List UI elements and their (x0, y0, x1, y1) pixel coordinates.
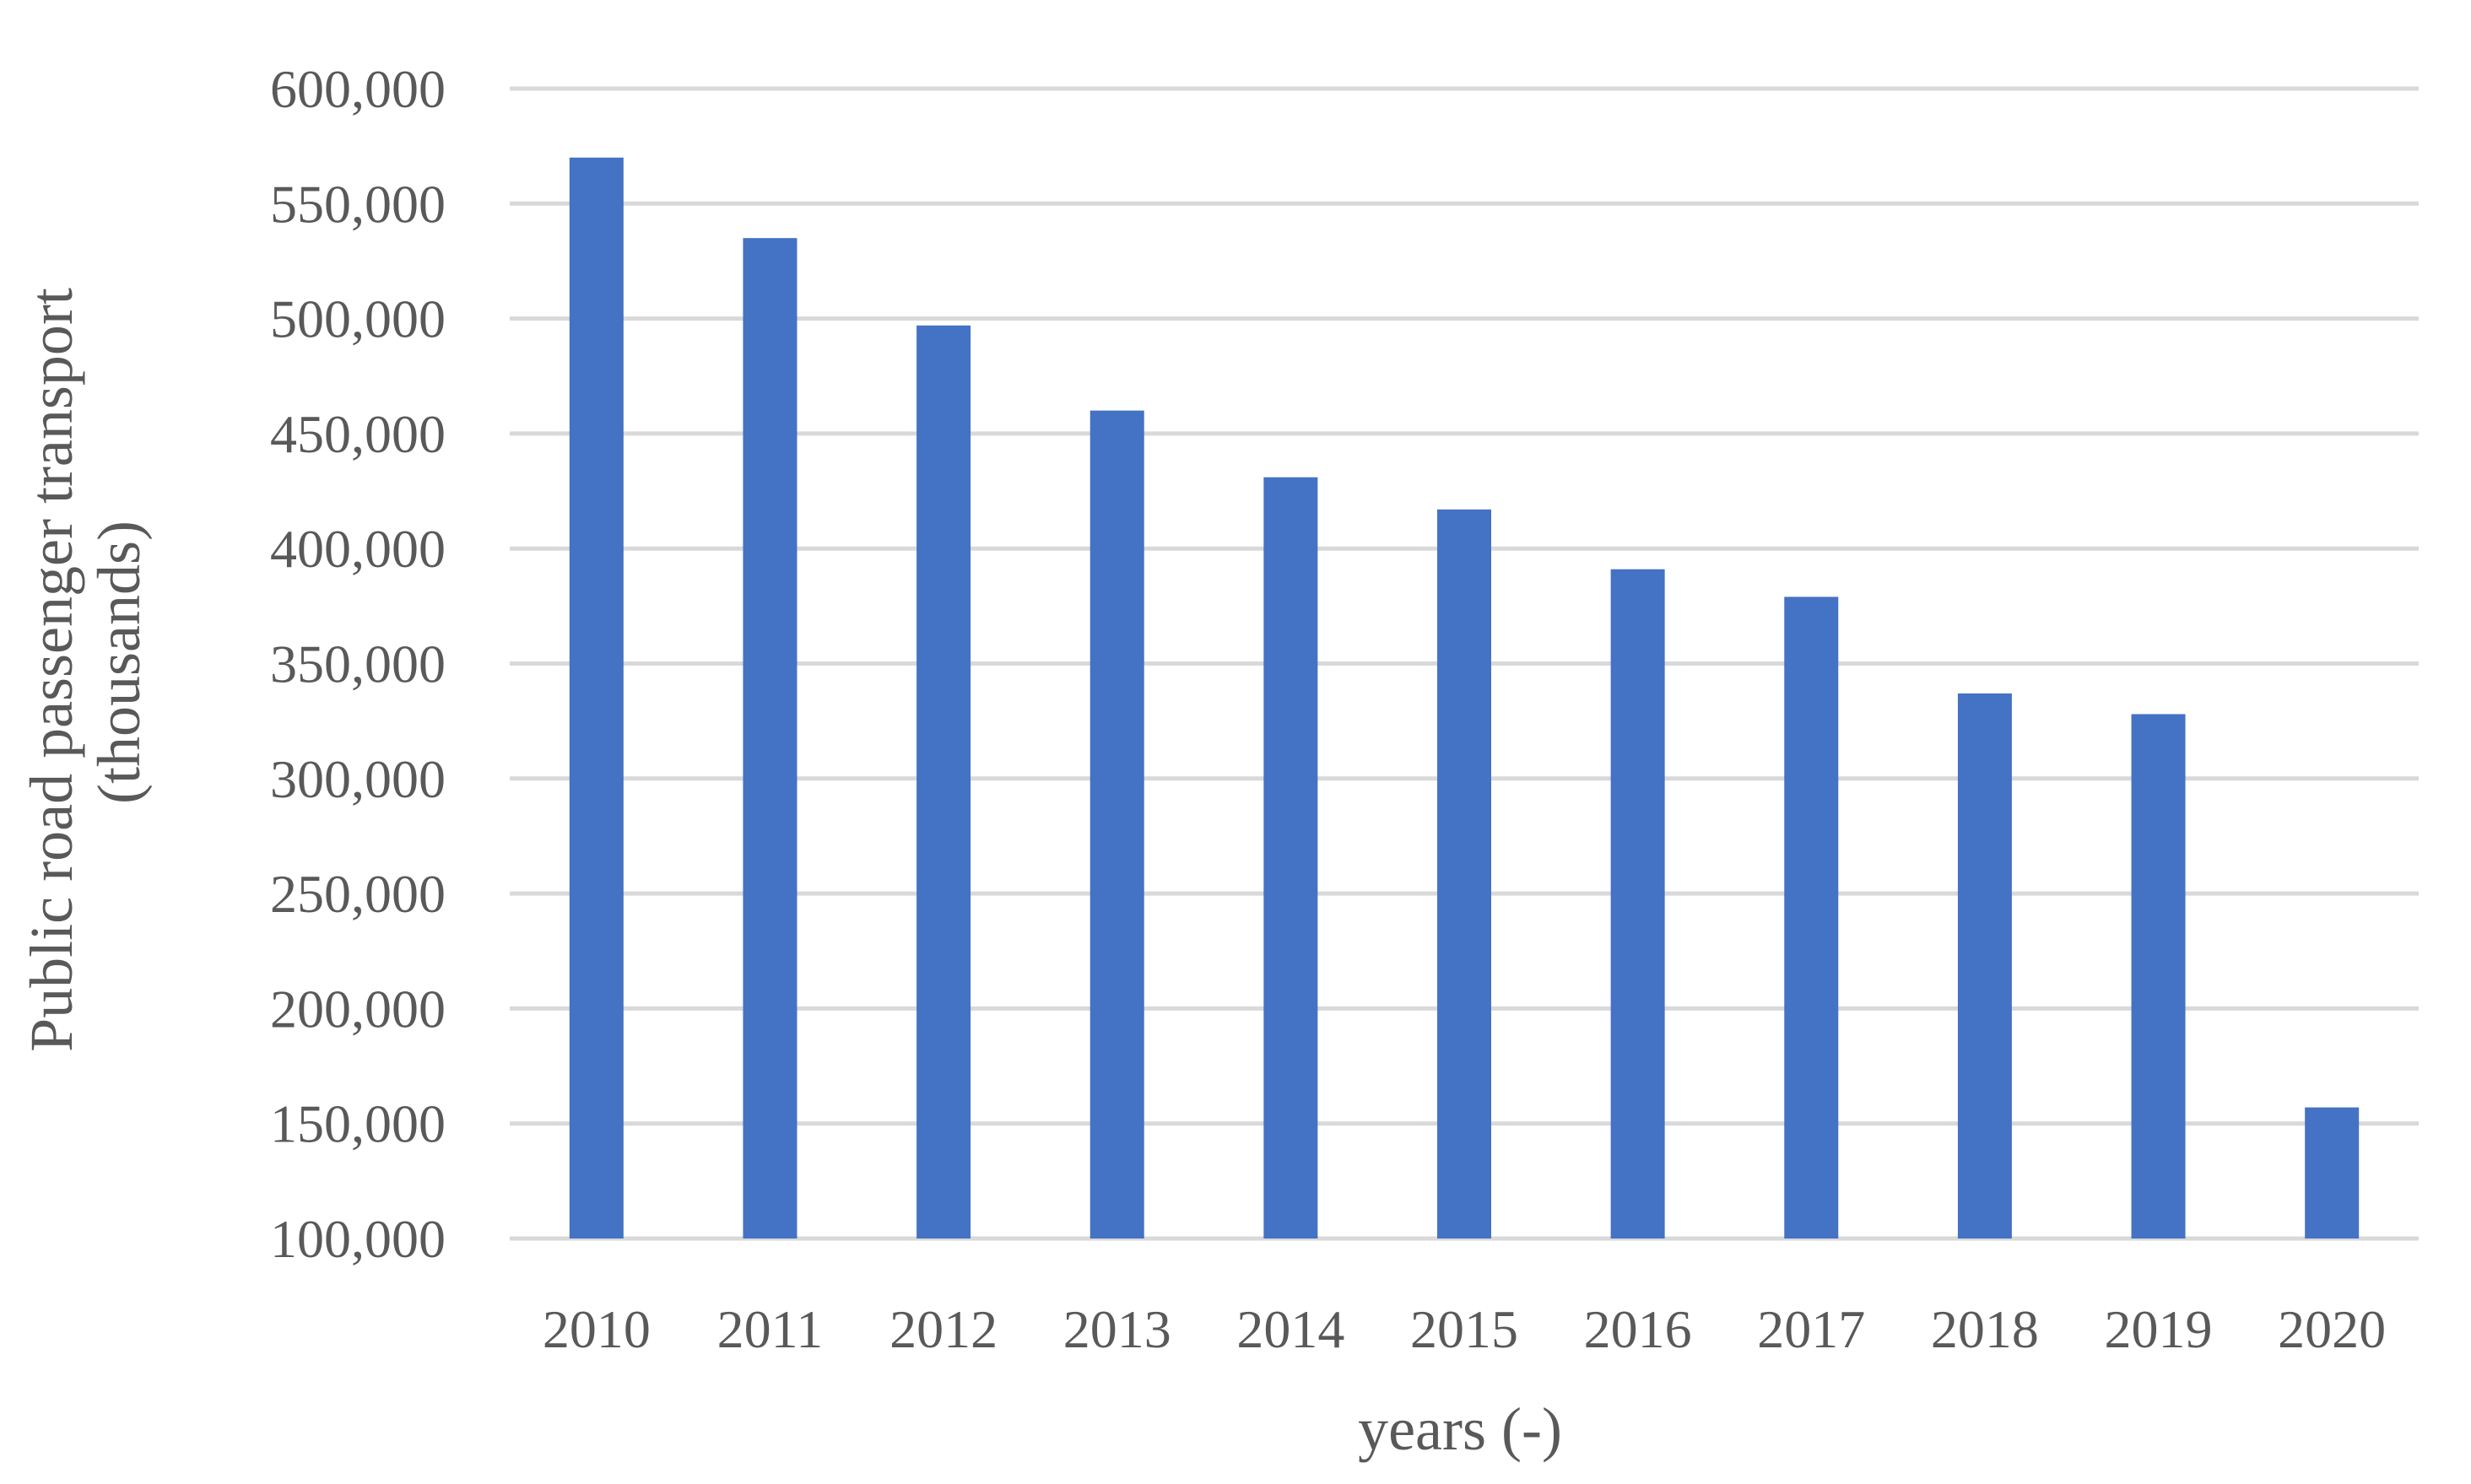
x-tick-label: 2015 (1410, 1299, 1518, 1359)
x-tick-label: 2017 (1757, 1299, 1865, 1359)
bar-2020 (2305, 1107, 2360, 1238)
x-tick-label: 2010 (543, 1299, 651, 1359)
y-tick-label: 500,000 (270, 289, 446, 349)
y-tick-label: 150,000 (270, 1094, 446, 1154)
y-tick-label: 200,000 (270, 979, 446, 1039)
x-tick-label: 2019 (2105, 1299, 2213, 1359)
y-tick-label: 300,000 (270, 749, 446, 809)
y-axis-ticks: 100,000 150,000 200,000 250,000 300,000 350,0… (270, 59, 446, 1269)
x-axis-ticks: 2010 2011 2012 2013 2014 2015 2016 2017 2018 2019… (543, 1299, 2386, 1359)
bar-2018 (1957, 693, 2012, 1238)
x-tick-label: 2013 (1063, 1299, 1171, 1359)
bars (569, 157, 2360, 1239)
bar-2013 (1090, 410, 1144, 1238)
bar-2019 (2131, 714, 2186, 1238)
y-tick-label: 350,000 (270, 634, 446, 694)
y-axis-title: Public road passenger transport (thousan… (18, 273, 153, 1052)
x-tick-label: 2011 (717, 1299, 824, 1359)
bar-2012 (916, 325, 971, 1238)
y-tick-label: 550,000 (270, 174, 446, 234)
y-tick-label: 100,000 (270, 1209, 446, 1269)
x-axis-title: years (-) (1358, 1395, 1562, 1463)
x-tick-label: 2014 (1236, 1299, 1344, 1359)
bar-2011 (743, 238, 798, 1239)
y-axis-title-line-2: (thousands) (85, 521, 153, 804)
bar-2016 (1610, 569, 1665, 1238)
bar-2017 (1784, 596, 1839, 1238)
bar-2010 (569, 157, 624, 1238)
bar-2014 (1263, 477, 1318, 1238)
y-tick-label: 400,000 (270, 519, 446, 579)
x-tick-label: 2018 (1931, 1299, 2039, 1359)
y-tick-label: 450,000 (270, 404, 446, 464)
x-tick-label: 2020 (2278, 1299, 2386, 1359)
x-tick-label: 2016 (1584, 1299, 1692, 1359)
y-tick-label: 250,000 (270, 864, 446, 924)
y-tick-label: 600,000 (270, 59, 446, 119)
x-tick-label: 2012 (889, 1299, 998, 1359)
bar-2015 (1437, 509, 1491, 1238)
y-axis-title-line-1: Public road passenger transport (18, 288, 85, 1052)
